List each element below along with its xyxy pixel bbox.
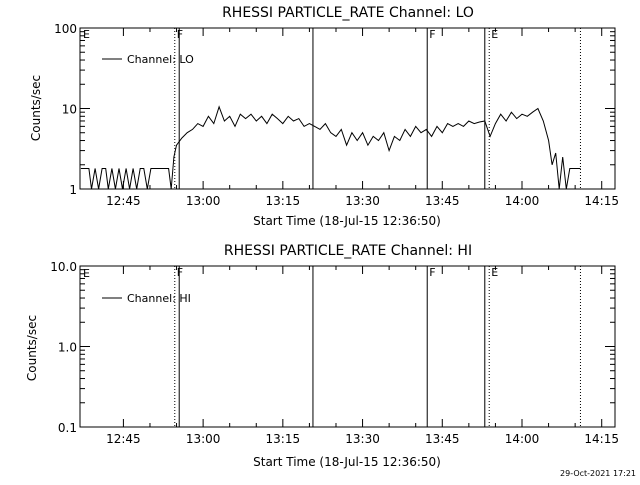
legend-label: Channel: LO bbox=[127, 53, 194, 66]
time-marker-label: E bbox=[491, 28, 498, 41]
y-tick-label: 100 bbox=[54, 22, 77, 36]
x-ticks: 12:45 13:00 13:15 13:30 13:45 14:00 14:15 bbox=[106, 28, 619, 208]
x-tick-label: 14:00 bbox=[505, 432, 540, 446]
series-line bbox=[80, 105, 581, 190]
footer-timestamp: 29-Oct-2021 17:21 bbox=[560, 469, 636, 478]
y-ticks: 0.1 1.0 10.0 bbox=[50, 260, 615, 435]
y-tick-label: 1 bbox=[69, 183, 77, 197]
x-tick-label: 13:15 bbox=[266, 432, 301, 446]
legend: Channel: LO bbox=[102, 53, 194, 66]
x-tick-label: 13:30 bbox=[345, 432, 380, 446]
x-tick-label: 12:45 bbox=[106, 194, 141, 208]
panel-title: RHESSI PARTICLE_RATE Channel: HI bbox=[224, 243, 472, 259]
corner-label: E bbox=[83, 28, 90, 41]
legend-label: Channel: HI bbox=[127, 292, 191, 305]
x-tick-label: 12:45 bbox=[106, 432, 141, 446]
time-marker-label: E bbox=[491, 266, 498, 279]
y-axis-label: Counts/sec bbox=[29, 75, 43, 141]
y-tick-label: 10.0 bbox=[50, 260, 77, 274]
y-axis-label: Counts/sec bbox=[25, 315, 39, 381]
time-marker-label: F bbox=[429, 28, 435, 41]
x-tick-label: 13:00 bbox=[186, 194, 221, 208]
time-marker-label: F bbox=[177, 266, 183, 279]
panel-title: RHESSI PARTICLE_RATE Channel: LO bbox=[222, 5, 474, 21]
x-tick-label: 13:30 bbox=[345, 194, 380, 208]
x-tick-label: 14:00 bbox=[505, 194, 540, 208]
corner-label: E bbox=[83, 267, 90, 280]
x-tick-label: 13:15 bbox=[266, 194, 301, 208]
y-tick-label: 1.0 bbox=[58, 341, 77, 355]
panel-channel-hi: RHESSI PARTICLE_RATE Channel: HI Counts/… bbox=[25, 243, 619, 469]
x-ticks: 12:45 13:00 13:15 13:30 13:45 14:00 14:15 bbox=[106, 266, 619, 446]
panel-channel-lo: RHESSI PARTICLE_RATE Channel: LO Counts/… bbox=[29, 5, 619, 228]
time-marker-label: F bbox=[429, 266, 435, 279]
plot-frame bbox=[79, 265, 616, 428]
y-tick-label: 0.1 bbox=[58, 421, 77, 435]
x-tick-label: 13:45 bbox=[425, 432, 460, 446]
x-axis-label: Start Time (18-Jul-15 12:36:50) bbox=[253, 214, 441, 228]
x-tick-label: 14:15 bbox=[584, 194, 619, 208]
x-tick-label: 13:00 bbox=[186, 432, 221, 446]
x-tick-label: 14:15 bbox=[584, 432, 619, 446]
y-tick-label: 10 bbox=[62, 103, 77, 117]
data-series bbox=[80, 105, 581, 190]
time-marker-label: F bbox=[177, 28, 183, 41]
x-axis-label: Start Time (18-Jul-15 12:36:50) bbox=[253, 455, 441, 469]
y-ticks: 1 10 100 bbox=[54, 22, 615, 197]
x-tick-label: 13:45 bbox=[425, 194, 460, 208]
legend: Channel: HI bbox=[102, 292, 191, 305]
